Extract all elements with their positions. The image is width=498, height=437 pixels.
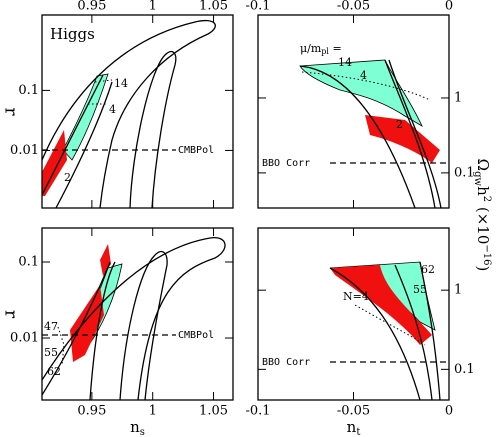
annotation: μ/mpl = [300,42,342,56]
annotation: 4 [360,69,367,82]
annotation-part: pl [321,47,329,56]
x-axis-label: ns [130,418,145,437]
annotation: CMBPol [178,145,214,156]
x-tick-label: -0.1 [245,404,270,419]
cyan-region [62,73,109,161]
x-tick-label: 0.95 [77,0,106,14]
annotation: 14 [114,77,128,90]
label-part: (×10 [474,202,492,244]
x-tick-label: 1.05 [199,404,228,419]
dotted-line [301,71,431,101]
contour [41,237,226,401]
annotation: N=4 [343,290,369,303]
annotation: 62 [421,263,435,276]
panel-shapes: 47 55 62 CMBPol [41,237,226,401]
label-part: s [140,427,145,437]
label-part: −16 [482,244,493,265]
contour [388,59,442,209]
label-part: ) [474,265,492,271]
annotation: BBO Corr [262,357,310,368]
contour [41,74,104,196]
y-tick-label: 0.1 [18,254,39,269]
y-tick-label: 0.1 [454,362,475,377]
plot-frame [41,227,234,401]
label-part: Ω [474,159,492,171]
annotation: BBO Corr [262,158,310,169]
label-part: n [130,418,140,436]
plot-frame [257,14,450,209]
x-tick-label: 1 [149,0,157,14]
y-tick-label: 0.1 [18,83,39,98]
contour [41,261,111,396]
red-region [365,115,440,163]
contour [384,59,436,209]
annotation: Higgs [50,25,95,43]
dotted-line [354,304,426,346]
annotation: 62 [47,365,61,378]
contour [41,19,216,209]
y-tick-label: 0.1 [454,165,475,180]
x-tick-label: -0.1 [245,0,270,14]
plot-frame [41,14,234,209]
x-tick-label: -0.05 [337,404,370,419]
label-part: gw [473,171,484,186]
contour [129,51,177,209]
label-part: h [474,186,492,196]
x-tick-label: -0.05 [337,0,370,14]
panel-shapes: 62 55 N=4 BBO Corr [262,261,449,401]
annotation: 2 [64,171,71,184]
y-axis-label: r [1,310,21,319]
annotation-part: μ/m [300,42,322,55]
red-region [70,285,104,362]
contour [55,81,113,209]
dotted-line [88,79,113,105]
label-part: t [356,427,360,437]
annotation: 47 [44,320,58,333]
dotted-line [57,326,65,366]
annotation: 2 [396,118,403,131]
annotation: 4 [109,103,116,116]
label-part: n [347,418,357,436]
contour [329,267,421,401]
annotation: CMBPol [178,330,214,341]
y-tick-label: 0.01 [10,331,39,346]
contour [299,65,416,209]
right-axis-label: Ωgwh2 (×10−16) [473,159,493,272]
x-tick-label: 0 [445,0,453,14]
red-region [42,130,67,196]
label-part: 2 [482,196,493,202]
contour [394,264,433,401]
y-axis-label: r [1,107,21,116]
x-axis-label: nt [347,418,361,437]
annotation: 55 [44,346,58,359]
annotation-part: = [329,42,342,55]
x-tick-label: 0.95 [77,404,106,419]
x-tick-label: 1 [149,404,157,419]
contour [119,251,168,401]
y-tick-label: 1 [454,283,462,298]
y-tick-label: 0.01 [10,143,39,158]
contour [419,261,441,401]
x-tick-label: 0 [445,404,453,419]
panel-shapes: μ/mpl = 14 4 2 BBO Corr [262,42,449,209]
y-tick-label: 1 [454,90,462,105]
contour [89,261,116,401]
annotation: 14 [338,56,352,69]
x-tick-label: 1.05 [199,0,228,14]
panel-shapes: Higgs 14 4 2 CMBPol [41,19,216,209]
annotation: 55 [413,283,427,296]
